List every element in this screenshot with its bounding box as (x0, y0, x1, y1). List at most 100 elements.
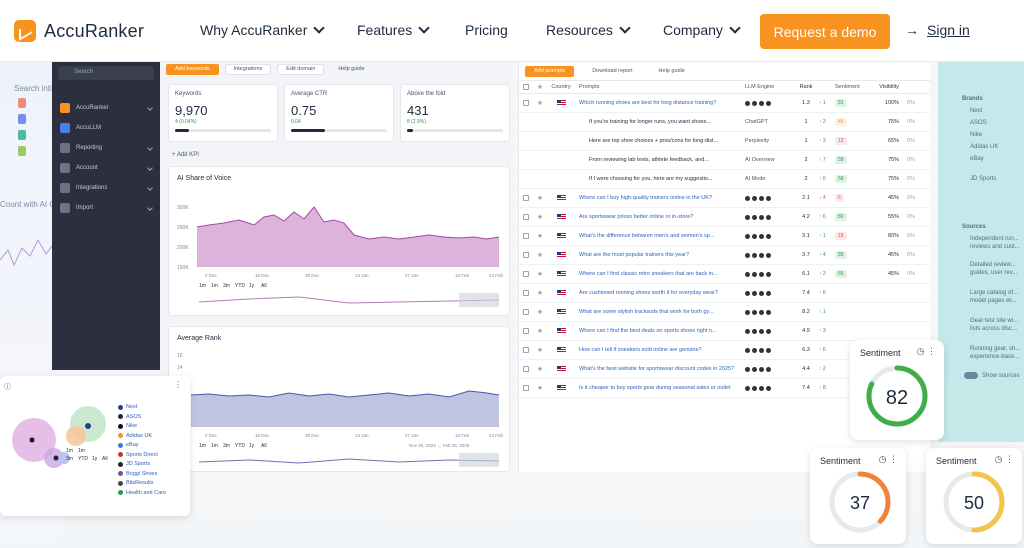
star-icon[interactable]: ★ (536, 328, 544, 335)
col-visibility[interactable]: Visibility (879, 84, 899, 90)
table-subrow[interactable]: From reviewing lab tests, athlete feedba… (519, 151, 930, 170)
prompt-text[interactable]: Which running shoes are best for long di… (579, 100, 717, 106)
star-icon[interactable]: ★ (536, 309, 544, 316)
prompt-text[interactable]: Are cushioned running shoes worth it for… (579, 290, 718, 296)
prompt-text[interactable]: If I were choosing for you, here are my … (589, 176, 713, 182)
table-subrow[interactable]: If I were choosing for you, here are my … (519, 170, 930, 189)
prompt-text[interactable]: If you're training for longer runs, you … (589, 119, 711, 125)
col-rank[interactable]: Rank (799, 84, 813, 90)
row-checkbox[interactable] (523, 290, 529, 296)
kpi-keywords[interactable]: Keywords 9,970 4 (0.04%) (168, 84, 278, 142)
gauge-menu-icon[interactable]: ◷ ⋮ (916, 346, 936, 356)
star-icon[interactable]: ★ (536, 271, 544, 278)
legend-item[interactable]: Sports Direct (118, 452, 158, 458)
show-sources-toggle[interactable]: Show sources (964, 372, 1020, 379)
row-checkbox[interactable] (523, 328, 529, 334)
prompt-text[interactable]: Here are top shoe choices + pros/cons fo… (589, 138, 719, 144)
legend-item[interactable]: JD Sports (118, 461, 150, 467)
table-subrow[interactable]: If you're training for longer runs, you … (519, 113, 930, 132)
prompt-text[interactable]: Where can I buy high-quality trainers on… (579, 195, 712, 201)
legend-item[interactable]: Adidas UK (118, 433, 152, 439)
prompt-text[interactable]: Where can I find the best deals on sport… (579, 328, 717, 334)
toggle-switch[interactable] (964, 372, 978, 379)
col-country[interactable]: Country (551, 84, 571, 90)
legend-item[interactable]: Nike (118, 423, 137, 429)
brand-logo[interactable]: AccuRanker (14, 20, 144, 42)
prompt-text[interactable]: From reviewing lab tests, athlete feedba… (589, 157, 709, 163)
table-row[interactable]: ★ Where can I buy high-quality trainers o… (519, 189, 930, 208)
prompt-text[interactable]: What's the difference between men's and … (579, 233, 715, 239)
nav-why-accuranker[interactable]: Why AccuRanker (200, 22, 326, 38)
legend-item[interactable]: Boggi Shoes (118, 471, 157, 477)
table-subrow[interactable]: Here are top shoe choices + pros/cons fo… (519, 132, 930, 151)
row-checkbox[interactable] (523, 252, 529, 258)
prompt-text[interactable]: What are the most popular trainers this … (579, 252, 690, 258)
row-checkbox[interactable] (523, 195, 529, 201)
sidebar-item-import[interactable]: Import (52, 198, 160, 218)
prompt-text[interactable]: How can I tell if sneakers sold online a… (579, 347, 702, 353)
integrations-button[interactable]: Integrations (224, 63, 272, 75)
row-checkbox[interactable] (523, 214, 529, 220)
table-row[interactable]: ★ Is it cheaper to buy sports gear during… (519, 379, 930, 398)
sidebar-item-reporting[interactable]: Reporting (52, 138, 160, 158)
table-row[interactable]: ★ What are the most popular trainers this… (519, 246, 930, 265)
sidebar-search-input[interactable]: Search (58, 66, 154, 80)
table-row[interactable]: ★ Which running shoes are best for long d… (519, 94, 930, 113)
sign-in-link[interactable]: → Sign in (905, 22, 970, 38)
col-prompts[interactable]: Prompts (579, 84, 600, 90)
kpi-above-the-fold[interactable]: Above the fold 431 8 (2.9%) (400, 84, 510, 142)
help-guide-link[interactable]: Help guide (338, 66, 365, 72)
prompt-text[interactable]: Is it cheaper to buy sports gear during … (579, 385, 731, 391)
row-checkbox[interactable] (523, 100, 529, 106)
sidebar-item-accullm[interactable]: AccuLLM (52, 118, 160, 138)
table-row[interactable]: ★ Where can I find the best deals on spor… (519, 322, 930, 341)
star-icon[interactable]: ★ (536, 195, 544, 202)
prompt-text[interactable]: Are sportswear prices better online or i… (579, 214, 694, 220)
more-menu-icon[interactable]: ⋮ (174, 380, 182, 389)
add-prompts-button[interactable]: Add prompts (525, 65, 575, 77)
nav-resources[interactable]: Resources (546, 22, 631, 38)
add-kpi-button[interactable]: + Add KPI (172, 152, 199, 158)
sidebar-item-integrations[interactable]: Integrations (52, 178, 160, 198)
add-keywords-button[interactable]: Add keywords (166, 63, 219, 75)
table-row[interactable]: ★ What are some stylish tracksuits that w… (519, 303, 930, 322)
star-icon[interactable]: ★ (536, 100, 544, 107)
gauge-menu-icon[interactable]: ◷ ⋮ (878, 454, 898, 464)
star-icon[interactable]: ★ (536, 290, 544, 297)
info-icon[interactable]: ⓘ (4, 384, 11, 391)
prompt-text[interactable]: What's the best website for sportswear d… (579, 366, 735, 372)
row-checkbox[interactable] (523, 271, 529, 277)
sidebar-item-accuranker[interactable]: AccuRanker (52, 98, 160, 118)
nav-pricing[interactable]: Pricing (465, 22, 508, 38)
legend-item[interactable]: Health and Care (118, 490, 166, 496)
legend-item[interactable]: eBay (118, 442, 139, 448)
legend-item[interactable]: Next (118, 404, 137, 410)
star-icon[interactable]: ★ (536, 366, 544, 373)
table-row[interactable]: ★ Where can I find classic retro sneakers… (519, 265, 930, 284)
star-icon[interactable]: ★ (536, 347, 544, 354)
row-checkbox[interactable] (523, 385, 529, 391)
star-icon[interactable]: ★ (536, 385, 544, 392)
table-row[interactable]: ★ Are sportswear prices better online or … (519, 208, 930, 227)
star-icon[interactable]: ★ (536, 233, 544, 240)
table-row[interactable]: ★ Are cushioned running shoes worth it fo… (519, 284, 930, 303)
kpi-average-ctr[interactable]: Average CTR 0.75 0.04 (284, 84, 394, 142)
prompt-text[interactable]: Where can I find classic retro sneakers … (579, 271, 718, 277)
table-row[interactable]: ★ What's the best website for sportswear … (519, 360, 930, 379)
row-checkbox[interactable] (523, 309, 529, 315)
select-all-checkbox[interactable] (523, 84, 529, 90)
help-guide-link[interactable]: Help guide (658, 68, 685, 74)
download-report-button[interactable]: Download report (592, 68, 633, 74)
row-checkbox[interactable] (523, 233, 529, 239)
col-llm-engine[interactable]: LLM Engine (745, 84, 775, 90)
star-icon[interactable]: ★ (536, 252, 544, 259)
nav-company[interactable]: Company (663, 22, 741, 38)
request-demo-button[interactable]: Request a demo (760, 14, 890, 49)
sidebar-item-account[interactable]: Account (52, 158, 160, 178)
star-icon[interactable]: ★ (536, 214, 544, 221)
table-row[interactable]: ★ What's the difference between men's and… (519, 227, 930, 246)
edit-domain-button[interactable]: Edit domain (277, 63, 325, 75)
prompt-text[interactable]: What are some stylish tracksuits that wo… (579, 309, 714, 315)
gauge-menu-icon[interactable]: ◷ ⋮ (994, 454, 1014, 464)
legend-item[interactable]: ASOS (118, 414, 141, 420)
